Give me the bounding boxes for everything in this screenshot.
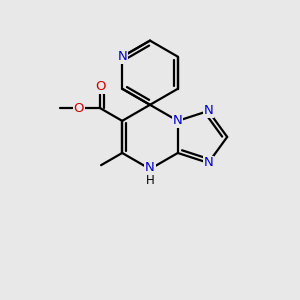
Text: N: N bbox=[173, 114, 183, 128]
Text: N: N bbox=[117, 50, 127, 63]
Text: O: O bbox=[95, 80, 106, 93]
Text: O: O bbox=[74, 102, 84, 115]
Text: N: N bbox=[145, 161, 155, 174]
Text: N: N bbox=[203, 156, 213, 170]
Text: H: H bbox=[146, 174, 154, 187]
Text: N: N bbox=[203, 104, 213, 118]
